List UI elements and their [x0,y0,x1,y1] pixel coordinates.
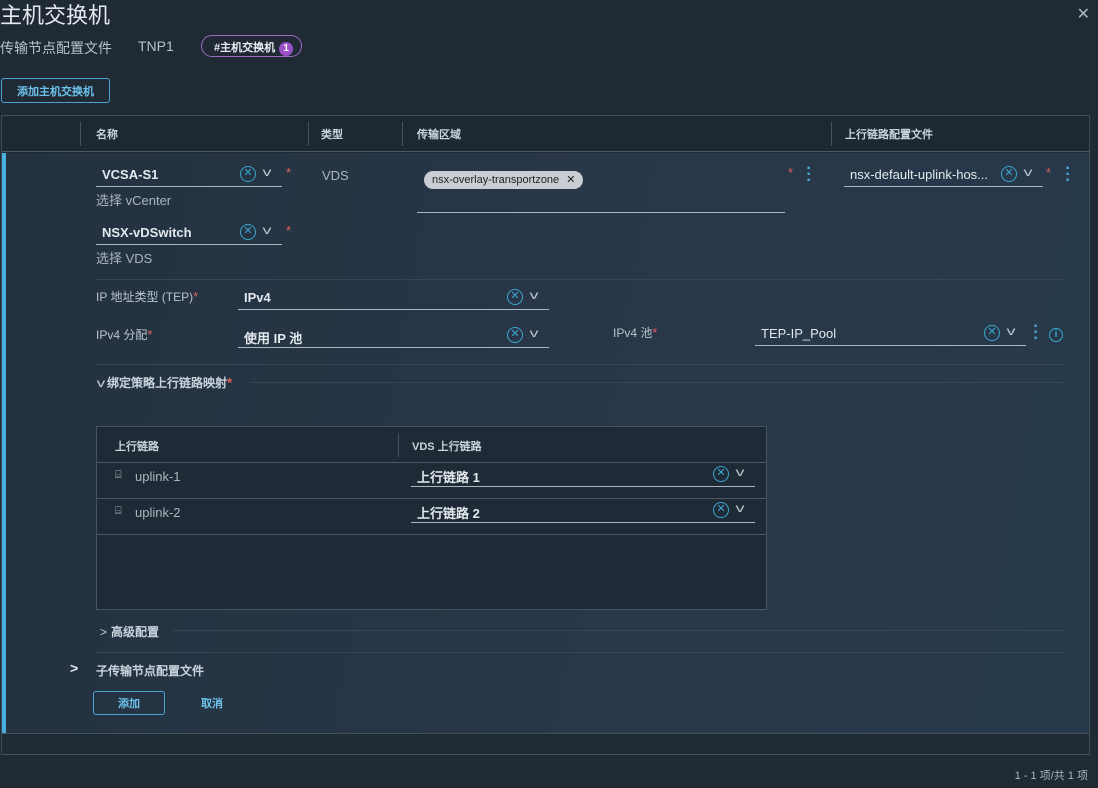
divider [2,733,1089,734]
ipv4-pool-value: TEP-IP_Pool [761,326,837,341]
chevron-right-icon: > [100,625,108,639]
chevron-down-icon[interactable]: v [529,326,539,340]
switch-type: VDS [322,168,349,183]
vcenter-select[interactable]: VCSA-S1 ✕ v [96,163,282,187]
ip-type-value: IPv4 [244,290,271,305]
mapping-section-toggle[interactable]: v 绑定策略上行链路映射* [96,375,233,390]
more-icon[interactable]: · · · [1065,160,1071,189]
uplink-name: uplink-2 [135,505,181,520]
vcenter-value: VCSA-S1 [102,167,159,182]
vds-uplink-value: 上行链路 1 [417,470,480,485]
chevron-down-icon[interactable]: v [529,288,539,302]
ip-type-select[interactable]: IPv4 ✕ v [238,286,549,310]
info-icon[interactable]: i [1049,328,1063,342]
col-type: 类型 [321,129,343,141]
count-badge: 1 [279,42,294,56]
col-vds-uplink: VDS 上行链路 [412,441,482,453]
pill-label: #主机交换机 [214,42,276,54]
col-name: 名称 [96,129,118,141]
vds-value: NSX-vDSwitch [102,225,192,240]
divider [172,630,1064,631]
vds-select[interactable]: NSX-vDSwitch ✕ v [96,221,282,245]
more-icon[interactable]: · · · [1033,318,1039,347]
page-title: 主机交换机 [0,3,111,28]
chevron-down-icon[interactable]: v [1023,165,1033,179]
chevron-down-icon[interactable]: v [262,223,272,237]
clear-icon[interactable]: ✕ [713,502,729,518]
vds-uplink-select[interactable]: 上行链路 2 ✕ v [411,499,755,523]
chevron-right-icon[interactable]: > [70,660,79,676]
col-sep [831,122,832,146]
ipv4-assign-label: IPv4 分配* [96,327,153,342]
ethernet-port-icon: ⌸ [115,505,122,517]
chevron-down-icon[interactable]: v [1006,324,1016,338]
ip-type-label: IP 地址类型 (TEP)* [96,289,199,304]
chip-remove-icon[interactable]: ✕ [566,174,576,186]
ipv4-pool-label: IPv4 池* [613,325,658,340]
col-uplink: 上行链路 [115,441,159,453]
chip-label: nsx-overlay-transportzone [432,174,560,186]
uplink-name: uplink-1 [135,469,181,484]
divider [250,382,1064,383]
more-icon[interactable]: · · · [806,160,812,189]
col-sep [402,122,403,146]
clear-icon[interactable]: ✕ [1001,166,1017,182]
ethernet-port-icon: ⌸ [115,469,122,481]
pagination-summary: 1 - 1 项/共 1 项 [1014,770,1088,782]
close-icon[interactable]: ✕ [1076,6,1090,23]
grid-header: 名称 类型 传输区域 上行链路配置文件 [2,116,1089,152]
divider [96,652,1064,653]
clear-icon[interactable]: ✕ [507,289,523,305]
divider [2,754,1089,755]
uplink-profile-value: nsx-default-uplink-hos... [850,167,989,182]
clear-icon[interactable]: ✕ [713,466,729,482]
chevron-down-icon[interactable]: v [735,501,745,515]
vds-uplink-value: 上行链路 2 [417,506,480,521]
required-mark: * [1046,165,1052,180]
transport-zone-chip: nsx-overlay-transportzone ✕ [424,171,584,189]
col-sep [80,122,81,146]
table-row: ⌸ uplink-1 上行链路 1 ✕ v [97,463,766,499]
add-host-switch-button[interactable]: 添加主机交换机 [1,78,110,103]
chevron-down-icon[interactable]: v [262,165,272,179]
chevron-down-icon[interactable]: v [735,465,745,479]
col-uplink-profile: 上行链路配置文件 [845,129,933,141]
breadcrumb-label: 传输节点配置文件 [0,40,112,56]
clear-icon[interactable]: ✕ [240,166,256,182]
transport-zone-input[interactable] [417,212,785,213]
uplink-profile-select[interactable]: nsx-default-uplink-hos... ✕ v [844,163,1043,187]
table-row: ⌸ uplink-2 上行链路 2 ✕ v [97,499,766,535]
vcenter-help: 选择 vCenter [96,193,172,208]
col-sep [398,433,399,457]
ipv4-assign-select[interactable]: 使用 IP 池 ✕ v [238,324,549,348]
col-transport-zone: 传输区域 [417,129,461,141]
host-switch-pill[interactable]: #主机交换机 1 [201,35,302,57]
vds-help: 选择 VDS [96,251,153,266]
sub-profile-label: 子传输节点配置文件 [96,664,205,678]
clear-icon[interactable]: ✕ [984,325,1000,341]
chevron-down-icon: v [96,376,106,390]
ipv4-pool-select[interactable]: TEP-IP_Pool ✕ v [755,322,1026,346]
required-mark: * [286,165,292,180]
breadcrumb-value: TNP1 [138,38,174,54]
advanced-config-toggle[interactable]: > 高级配置 [100,625,160,639]
required-mark: * [286,223,292,238]
divider [96,279,1064,280]
clear-icon[interactable]: ✕ [240,224,256,240]
cancel-button[interactable]: 取消 [190,691,234,715]
col-sep [308,122,309,146]
ipv4-assign-value: 使用 IP 池 [244,331,303,346]
vds-uplink-select[interactable]: 上行链路 1 ✕ v [411,463,755,487]
add-button[interactable]: 添加 [93,691,165,715]
divider [96,364,1064,365]
required-mark: * [788,165,794,180]
clear-icon[interactable]: ✕ [507,327,523,343]
uplink-mapping-table: 上行链路 VDS 上行链路 ⌸ uplink-1 上行链路 1 ✕ v ⌸ up… [96,426,767,610]
mapping-header: 上行链路 VDS 上行链路 [97,427,766,463]
